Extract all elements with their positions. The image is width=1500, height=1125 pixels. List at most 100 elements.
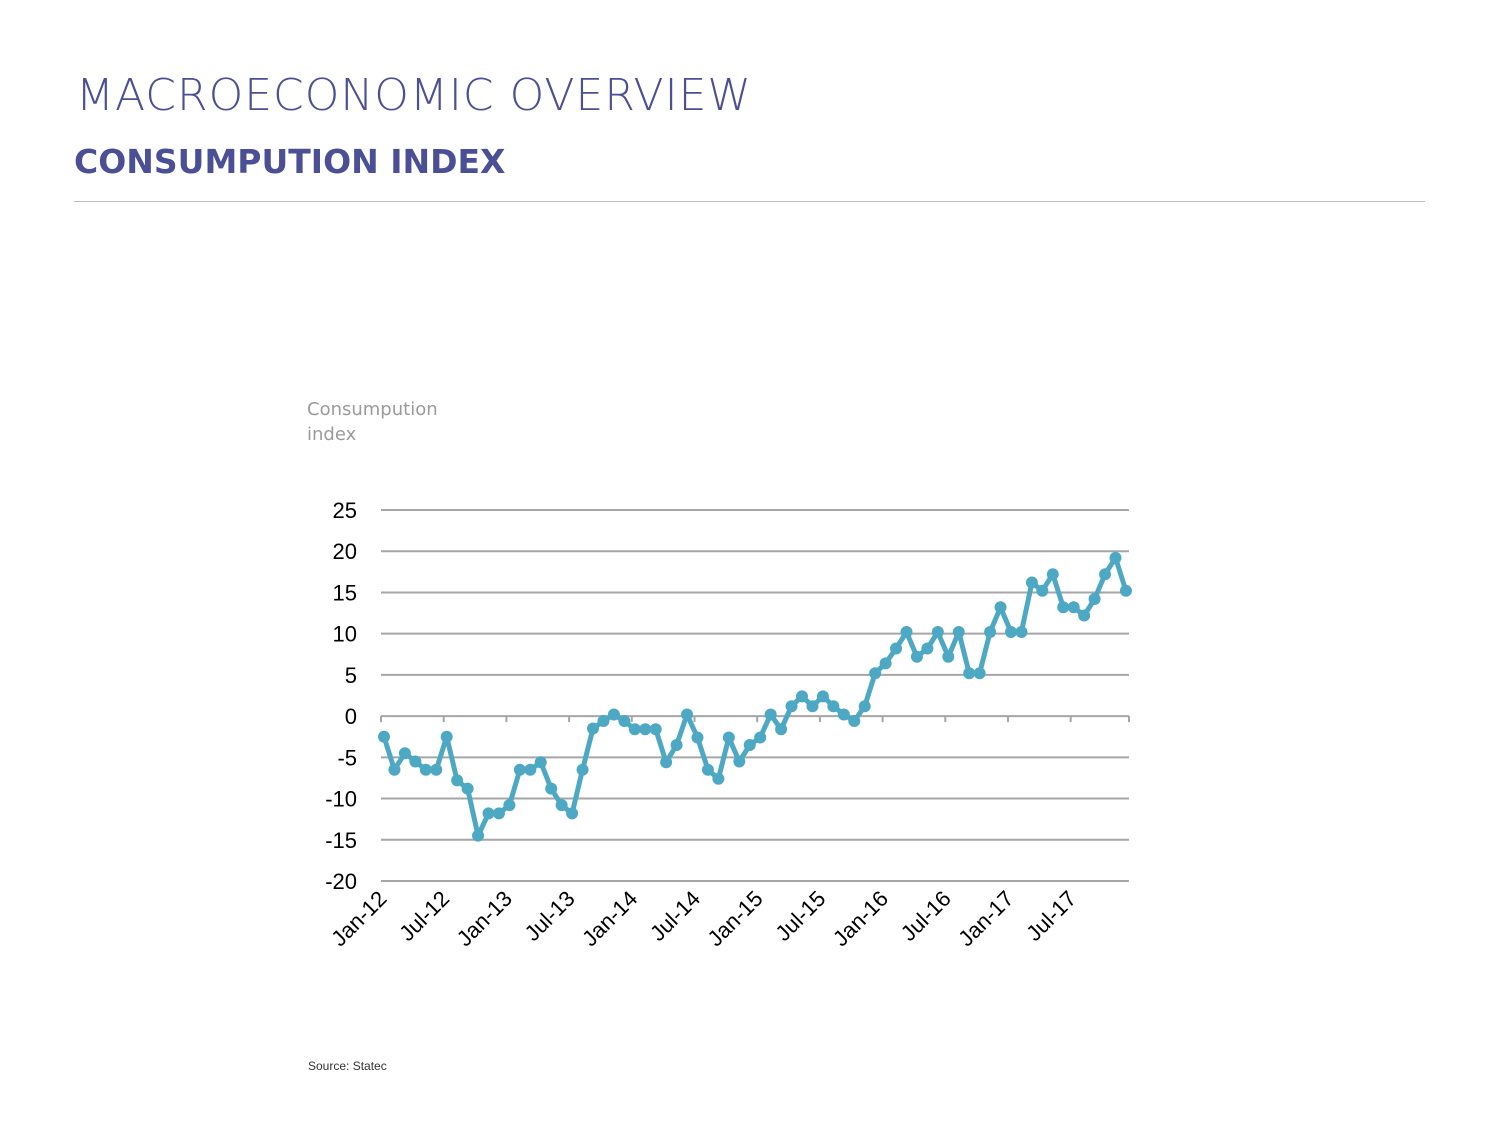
data-point: [534, 756, 547, 769]
data-point: [1119, 584, 1132, 597]
header-divider: [74, 201, 1425, 202]
data-point: [712, 772, 725, 785]
data-point: [879, 657, 892, 670]
data-point: [796, 690, 808, 703]
y-tick-label: 20: [333, 539, 357, 564]
y-tick-label: 25: [333, 498, 357, 523]
data-point: [440, 730, 453, 743]
y-tick-label: 10: [333, 622, 357, 647]
data-point: [398, 747, 411, 760]
y-axis-title-line-1: Consumpution: [307, 399, 438, 420]
x-tick-label: Jul-12: [394, 886, 454, 946]
data-point: [1036, 584, 1049, 597]
data-point: [1046, 568, 1059, 581]
data-point: [858, 700, 871, 713]
data-point: [942, 650, 955, 663]
data-point: [994, 601, 1007, 614]
data-point: [691, 731, 704, 744]
data-point: [587, 722, 599, 735]
data-point: [764, 708, 777, 721]
data-point: [649, 723, 662, 736]
data-point: [472, 829, 485, 842]
data-point: [1109, 551, 1122, 564]
data-point: [409, 755, 422, 768]
x-tick-label: Jul-14: [645, 886, 705, 946]
y-tick-label: 5: [345, 663, 357, 688]
y-tick-label: -10: [325, 787, 357, 812]
data-point: [618, 715, 631, 728]
data-point: [952, 626, 965, 639]
data-point: [931, 626, 944, 639]
data-point: [848, 715, 861, 728]
data-point: [910, 650, 923, 663]
data-point: [837, 708, 850, 721]
data-point: [388, 763, 401, 776]
data-point: [1015, 626, 1028, 639]
data-point: [545, 782, 558, 795]
data-point: [492, 807, 505, 820]
data-point: [1078, 609, 1091, 622]
x-tick-label: Jul-16: [896, 886, 956, 946]
data-point: [921, 642, 934, 655]
x-tick-label: Jan-12: [326, 886, 391, 951]
data-point: [1025, 576, 1038, 589]
x-tick-label: Jan-16: [828, 886, 893, 951]
x-tick-label: Jul-17: [1021, 886, 1081, 946]
data-point: [503, 799, 516, 812]
data-point: [869, 667, 882, 680]
data-point: [670, 738, 683, 751]
data-point: [1088, 593, 1101, 606]
data-point: [973, 667, 986, 680]
data-point: [597, 715, 610, 728]
page-title: MACROECONOMIC OVERVIEW: [76, 70, 752, 121]
data-point: [984, 626, 997, 639]
x-tick-label: Jan-13: [452, 886, 517, 951]
y-tick-label: -15: [325, 828, 357, 853]
data-point: [639, 723, 652, 736]
data-point: [513, 763, 526, 776]
x-tick-label: Jul-15: [770, 886, 830, 946]
data-point: [524, 763, 537, 776]
data-point: [890, 642, 903, 655]
y-tick-label: 15: [333, 580, 357, 605]
data-point: [1099, 568, 1112, 581]
data-point: [378, 730, 390, 743]
data-point: [660, 756, 673, 769]
data-point: [461, 782, 474, 795]
data-point: [722, 731, 735, 744]
y-tick-label: -20: [325, 869, 357, 894]
data-point: [607, 708, 620, 721]
data-point: [827, 700, 840, 713]
data-point: [701, 763, 714, 776]
data-point: [430, 763, 443, 776]
data-point: [681, 708, 694, 721]
data-point: [482, 807, 495, 820]
data-point: [566, 807, 579, 820]
data-point: [743, 738, 756, 751]
data-point: [733, 755, 746, 768]
data-point: [576, 763, 589, 776]
data-point: [419, 763, 432, 776]
data-point: [555, 799, 568, 812]
x-tick-label: Jan-17: [953, 886, 1018, 951]
data-point: [816, 690, 829, 703]
data-point: [775, 723, 788, 736]
data-point: [628, 723, 641, 736]
data-point: [1067, 601, 1080, 614]
data-point: [754, 731, 767, 744]
y-axis-title-line-2: index: [307, 424, 357, 445]
x-tick-label: Jul-13: [520, 886, 580, 946]
data-point: [785, 700, 798, 713]
data-point: [1057, 601, 1070, 614]
series-line: [381, 555, 1129, 839]
y-axis-title: Consumpution index: [307, 397, 507, 447]
y-tick-label: 0: [345, 704, 357, 729]
source-note: Source: Statec: [308, 1059, 387, 1073]
data-point: [963, 667, 976, 680]
data-point: [451, 774, 464, 787]
data-point: [1005, 626, 1017, 639]
data-point: [900, 626, 913, 639]
y-tick-label: -5: [337, 745, 357, 770]
x-tick-label: Jan-15: [702, 886, 767, 951]
data-point: [806, 700, 819, 713]
